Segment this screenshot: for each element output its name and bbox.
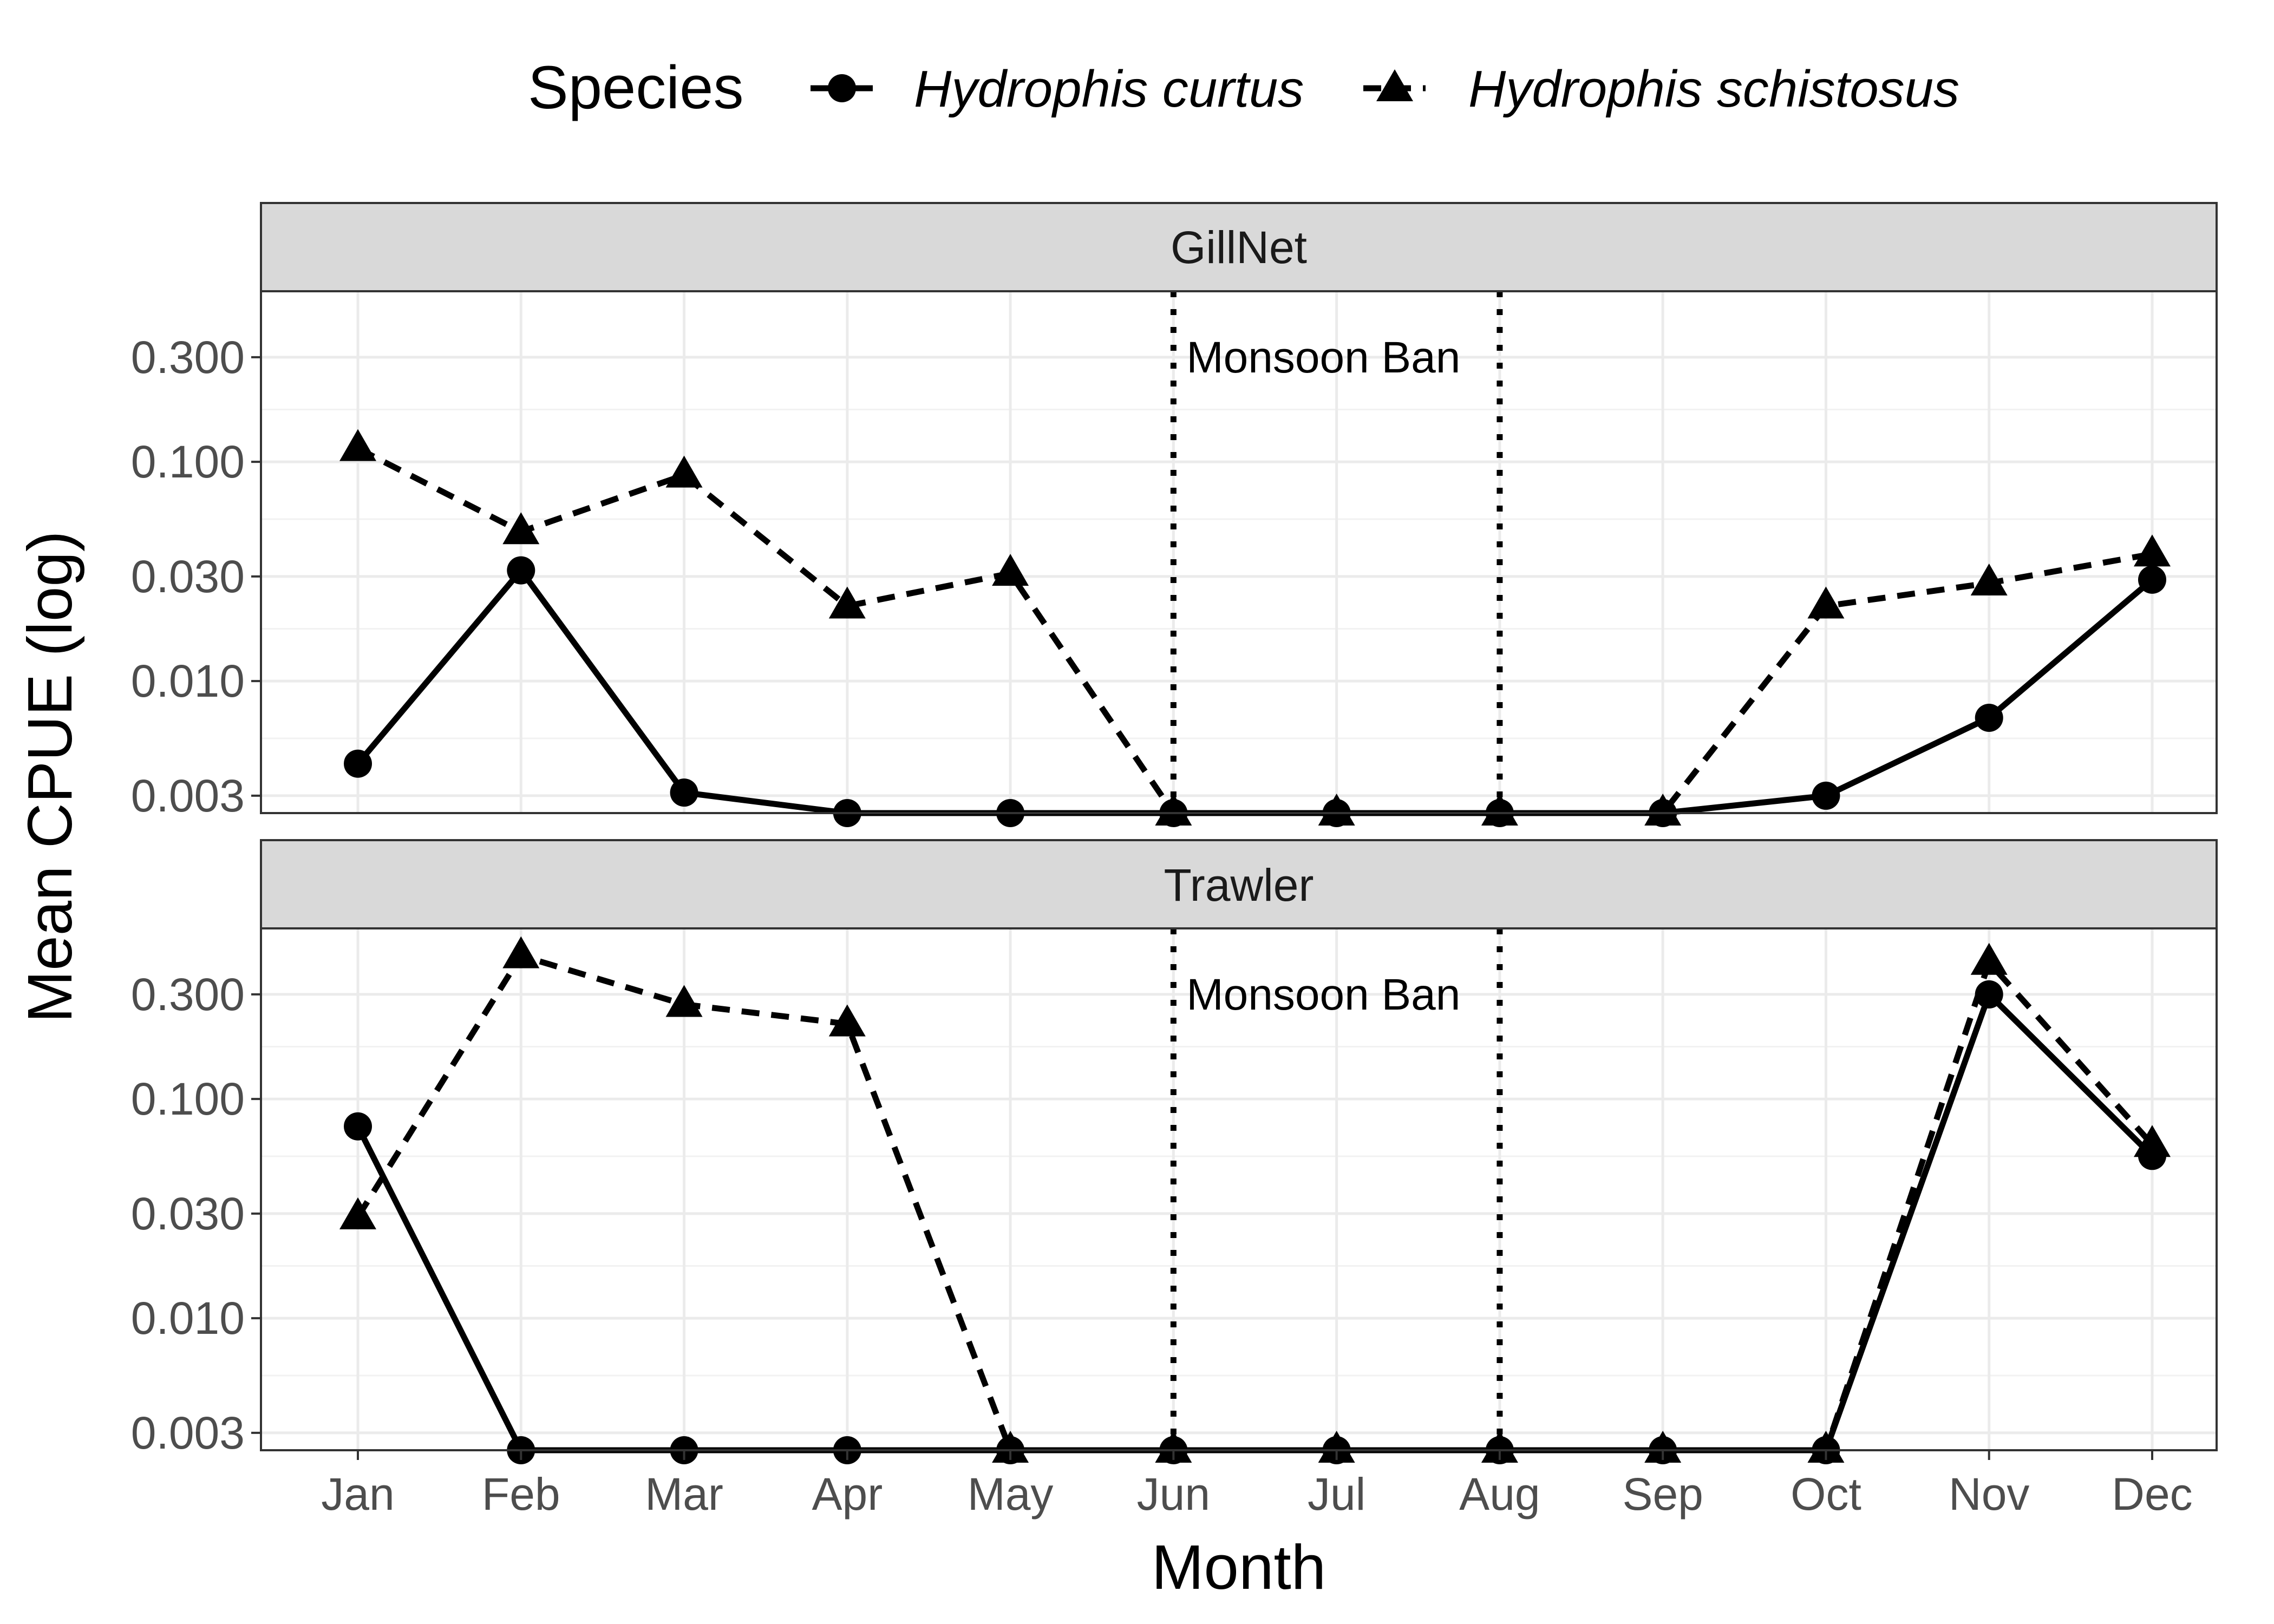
point-hydrophis-schistosus — [1644, 794, 1682, 826]
point-hydrophis-schistosus — [665, 985, 703, 1017]
x-tick-label: Aug — [1459, 1469, 1540, 1520]
y-tick-label: 0.100 — [131, 1073, 245, 1124]
x-tick-label: Jun — [1137, 1469, 1210, 1520]
point-hydrophis-schistosus — [1318, 1431, 1355, 1463]
point-hydrophis-curtus — [670, 778, 698, 807]
point-hydrophis-schistosus — [828, 586, 866, 619]
point-hydrophis-curtus — [344, 1112, 372, 1141]
y-tick-label: 0.003 — [131, 770, 245, 821]
point-hydrophis-curtus — [2138, 565, 2166, 594]
y-axis-title: Mean CPUE (log) — [15, 531, 85, 1023]
x-tick-label: Mar — [645, 1469, 723, 1520]
panel-background — [261, 291, 2217, 813]
x-tick-label: Feb — [482, 1469, 560, 1520]
point-hydrophis-schistosus — [2134, 1125, 2171, 1157]
point-hydrophis-schistosus — [665, 455, 703, 488]
point-hydrophis-schistosus — [2134, 534, 2171, 567]
legend-marker-triangle — [1376, 69, 1413, 101]
point-hydrophis-curtus — [1975, 980, 2003, 1009]
point-hydrophis-schistosus — [1644, 1431, 1682, 1463]
panel-border — [260, 290, 2218, 814]
point-hydrophis-schistosus — [339, 429, 376, 461]
point-hydrophis-curtus — [1812, 781, 1840, 810]
legend-marker-circle — [828, 74, 856, 102]
point-hydrophis-curtus — [507, 556, 535, 585]
x-axis-title: Month — [1152, 1532, 1326, 1602]
x-tick-label: Sep — [1622, 1469, 1703, 1520]
legend-key-hydrophis-schistosus — [1363, 69, 1426, 101]
point-hydrophis-schistosus — [992, 554, 1029, 586]
point-hydrophis-schistosus — [1970, 942, 2008, 975]
y-tick-label: 0.010 — [131, 656, 245, 706]
point-hydrophis-schistosus — [1807, 1431, 1845, 1463]
y-tick-label: 0.100 — [131, 436, 245, 487]
point-hydrophis-schistosus — [1318, 794, 1355, 826]
point-hydrophis-schistosus — [992, 1431, 1029, 1463]
legend: Species Hydrophis curtus Hydrophis schis… — [528, 54, 1959, 121]
monsoon-ban-label: Monsoon Ban — [1186, 970, 1460, 1019]
panel-background — [261, 928, 2217, 1450]
y-tick-label: 0.030 — [131, 1188, 245, 1239]
strip-gillnet — [260, 202, 2218, 292]
legend-title: Species — [528, 54, 743, 121]
point-hydrophis-schistosus — [1481, 794, 1518, 826]
strip-label-gillnet: GillNet — [1171, 222, 1307, 273]
x-tick-labels: Jan Feb Mar Apr May Jun Jul Aug Sep Oct Nov Dec — [321, 1450, 2193, 1520]
strip-label-trawler: Trawler — [1164, 860, 1314, 911]
point-hydrophis-schistosus — [339, 1197, 376, 1229]
x-tick-label: Dec — [2112, 1469, 2192, 1520]
x-tick-label: Oct — [1791, 1469, 1861, 1520]
point-hydrophis-schistosus — [1155, 1431, 1192, 1463]
legend-label-hydrophis-curtus: Hydrophis curtus — [914, 60, 1304, 118]
y-tick-label: 0.010 — [131, 1293, 245, 1344]
point-hydrophis-schistosus — [1970, 564, 2008, 596]
y-tick-labels-gillnet: 0.003 0.010 0.030 0.100 0.300 — [131, 332, 261, 821]
y-tick-labels-trawler: 0.003 0.010 0.030 0.100 0.300 — [131, 969, 261, 1458]
point-hydrophis-schistosus — [1155, 794, 1192, 826]
x-tick-label: Nov — [1949, 1469, 2029, 1520]
point-hydrophis-schistosus — [502, 936, 540, 968]
point-hydrophis-schistosus — [1807, 586, 1845, 619]
panel-trawler: Monsoon Ban — [260, 927, 2218, 1464]
point-hydrophis-curtus — [344, 749, 372, 778]
x-tick-label: Apr — [812, 1469, 883, 1520]
point-hydrophis-schistosus — [502, 512, 540, 545]
y-tick-label: 0.300 — [131, 969, 245, 1020]
panel-border — [260, 927, 2218, 1451]
legend-label-hydrophis-schistosus: Hydrophis schistosus — [1468, 60, 1959, 118]
point-hydrophis-curtus — [1975, 703, 2003, 732]
y-tick-label: 0.300 — [131, 332, 245, 383]
y-tick-label: 0.030 — [131, 551, 245, 602]
legend-key-hydrophis-curtus — [811, 74, 873, 102]
x-tick-label: May — [968, 1469, 1054, 1520]
monsoon-ban-label: Monsoon Ban — [1186, 333, 1460, 382]
panel-gillnet: Monsoon Ban — [260, 290, 2218, 827]
y-tick-label: 0.003 — [131, 1407, 245, 1458]
point-hydrophis-schistosus — [828, 1004, 866, 1037]
x-tick-label: Jul — [1308, 1469, 1365, 1520]
x-tick-label: Jan — [321, 1469, 394, 1520]
point-hydrophis-schistosus — [1481, 1431, 1518, 1463]
